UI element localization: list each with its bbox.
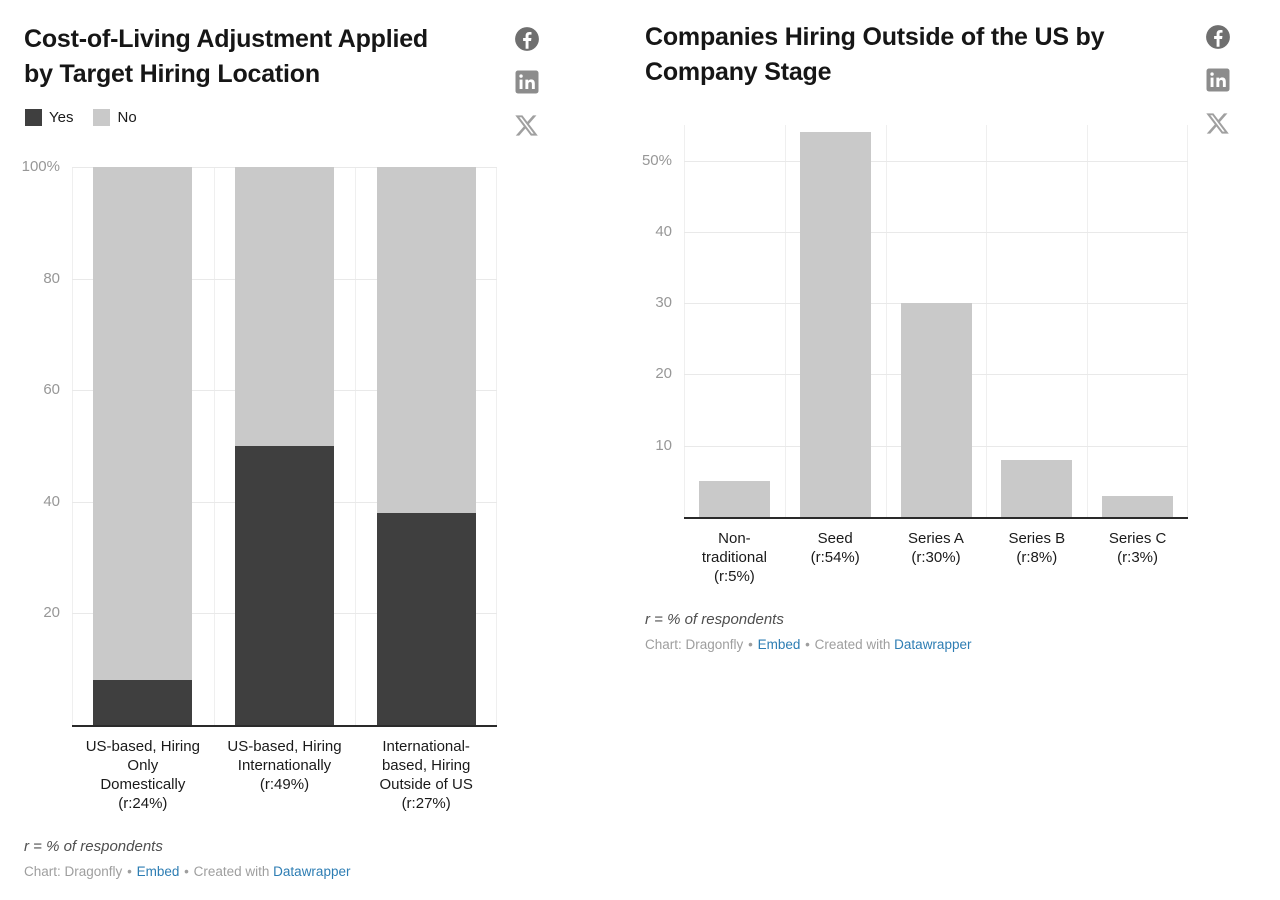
linkedin-share-icon[interactable] [1206, 68, 1230, 97]
linkedin-share-icon[interactable] [515, 70, 539, 99]
chart-title: Companies Hiring Outside of the US by Co… [645, 23, 1105, 86]
y-axis-tick-label: 80 [43, 269, 60, 287]
y-axis-tick-label: 50% [641, 151, 672, 169]
plot-area-company-stage: 10 20 30 40 50% [642, 125, 1188, 519]
credit-created-with: Created with [814, 637, 891, 652]
gridline-vertical [1087, 125, 1089, 517]
y-axis-tick-label: 40 [43, 492, 60, 510]
x-axis-label: US-based, Hiring Internationally (r:49%) [227, 738, 342, 793]
x-axis-label: US-based, Hiring Only Domestically (r:24… [85, 738, 200, 812]
x-share-icon[interactable] [514, 113, 539, 143]
credit-created-with: Created with [193, 864, 270, 879]
legend: Yes No [25, 109, 137, 126]
gridline-vertical [496, 167, 497, 725]
y-axis-tick-label: 20 [655, 365, 672, 383]
legend-label-yes: Yes [49, 109, 74, 126]
bar-segment-no [235, 167, 334, 446]
gridline-horizontal [684, 160, 1188, 162]
y-axis-tick-label: 60 [43, 381, 60, 399]
legend-item-yes: Yes [25, 109, 73, 126]
y-axis-tick-label: 100% [21, 158, 60, 175]
legend-label-no: No [117, 109, 137, 126]
datawrapper-link[interactable]: Datawrapper [894, 637, 972, 652]
gridline-vertical [784, 125, 786, 517]
chart-note: r = % of respondents [645, 611, 784, 628]
gridline-horizontal [684, 231, 1188, 233]
bar-segment-yes [93, 680, 193, 725]
credit-separator: • [748, 637, 753, 652]
embed-link[interactable]: Embed [136, 864, 180, 879]
bar [1001, 459, 1073, 517]
gridline-vertical [986, 125, 988, 517]
bar [799, 132, 871, 517]
bar [698, 481, 770, 517]
x-axis-label: Non- traditional (r:5%) [701, 530, 767, 585]
x-axis-label: International- based, Hiring Outside of … [379, 738, 473, 812]
facebook-share-icon[interactable] [514, 26, 540, 57]
bar-segment-yes [376, 512, 476, 725]
chart-credit: Chart: Dragonfly • Embed • Created with … [645, 637, 971, 652]
bar-segment-no [376, 167, 476, 513]
credit-separator: • [127, 864, 132, 879]
chart-note: r = % of respondents [24, 838, 163, 855]
credit-separator: • [184, 864, 189, 879]
credit-separator: • [805, 637, 810, 652]
gridline-vertical [213, 167, 215, 725]
credit-source: Chart: Dragonfly [24, 864, 123, 879]
bar [1102, 495, 1174, 517]
plot-area-cost-of-living: 20 40 60 80 100% [22, 158, 497, 727]
bar-segment-no [93, 167, 193, 681]
facebook-share-icon[interactable] [1205, 24, 1231, 55]
legend-swatch-no [93, 109, 111, 126]
bar [900, 303, 972, 517]
legend-swatch-yes [25, 109, 42, 126]
gridline-vertical [1187, 125, 1188, 517]
chart-credit: Chart: Dragonfly • Embed • Created with … [24, 864, 350, 879]
x-axis-label: Series B (r:8%) [1008, 530, 1066, 566]
gridline-vertical [355, 167, 357, 725]
bar-segment-yes [235, 446, 334, 725]
datawrapper-link[interactable]: Datawrapper [273, 864, 351, 879]
gridline-vertical [72, 167, 73, 725]
x-axis-label: Series C (r:3%) [1108, 530, 1167, 566]
gridline-vertical [684, 125, 685, 517]
y-axis-tick-label: 20 [43, 604, 60, 622]
gridline-vertical [885, 125, 887, 517]
y-axis-tick-label: 10 [655, 436, 672, 454]
legend-item-no: No [93, 109, 137, 126]
y-axis-tick-label: 30 [655, 294, 672, 312]
x-axis-label: Seed (r:54%) [810, 530, 860, 566]
embed-link[interactable]: Embed [757, 637, 801, 652]
x-axis-labels: US-based, Hiring Only Domestically (r:24… [72, 737, 497, 847]
x-axis-labels: Non- traditional (r:5%) Seed (r:54%) Serie… [684, 529, 1188, 639]
y-axis-tick-label: 40 [655, 222, 672, 240]
chart-title: Cost-of-Living Adjustment Applied by Tar… [24, 25, 429, 88]
x-share-icon[interactable] [1205, 111, 1230, 141]
credit-source: Chart: Dragonfly [645, 637, 744, 652]
x-axis-label: Series A (r:30%) [908, 530, 964, 566]
